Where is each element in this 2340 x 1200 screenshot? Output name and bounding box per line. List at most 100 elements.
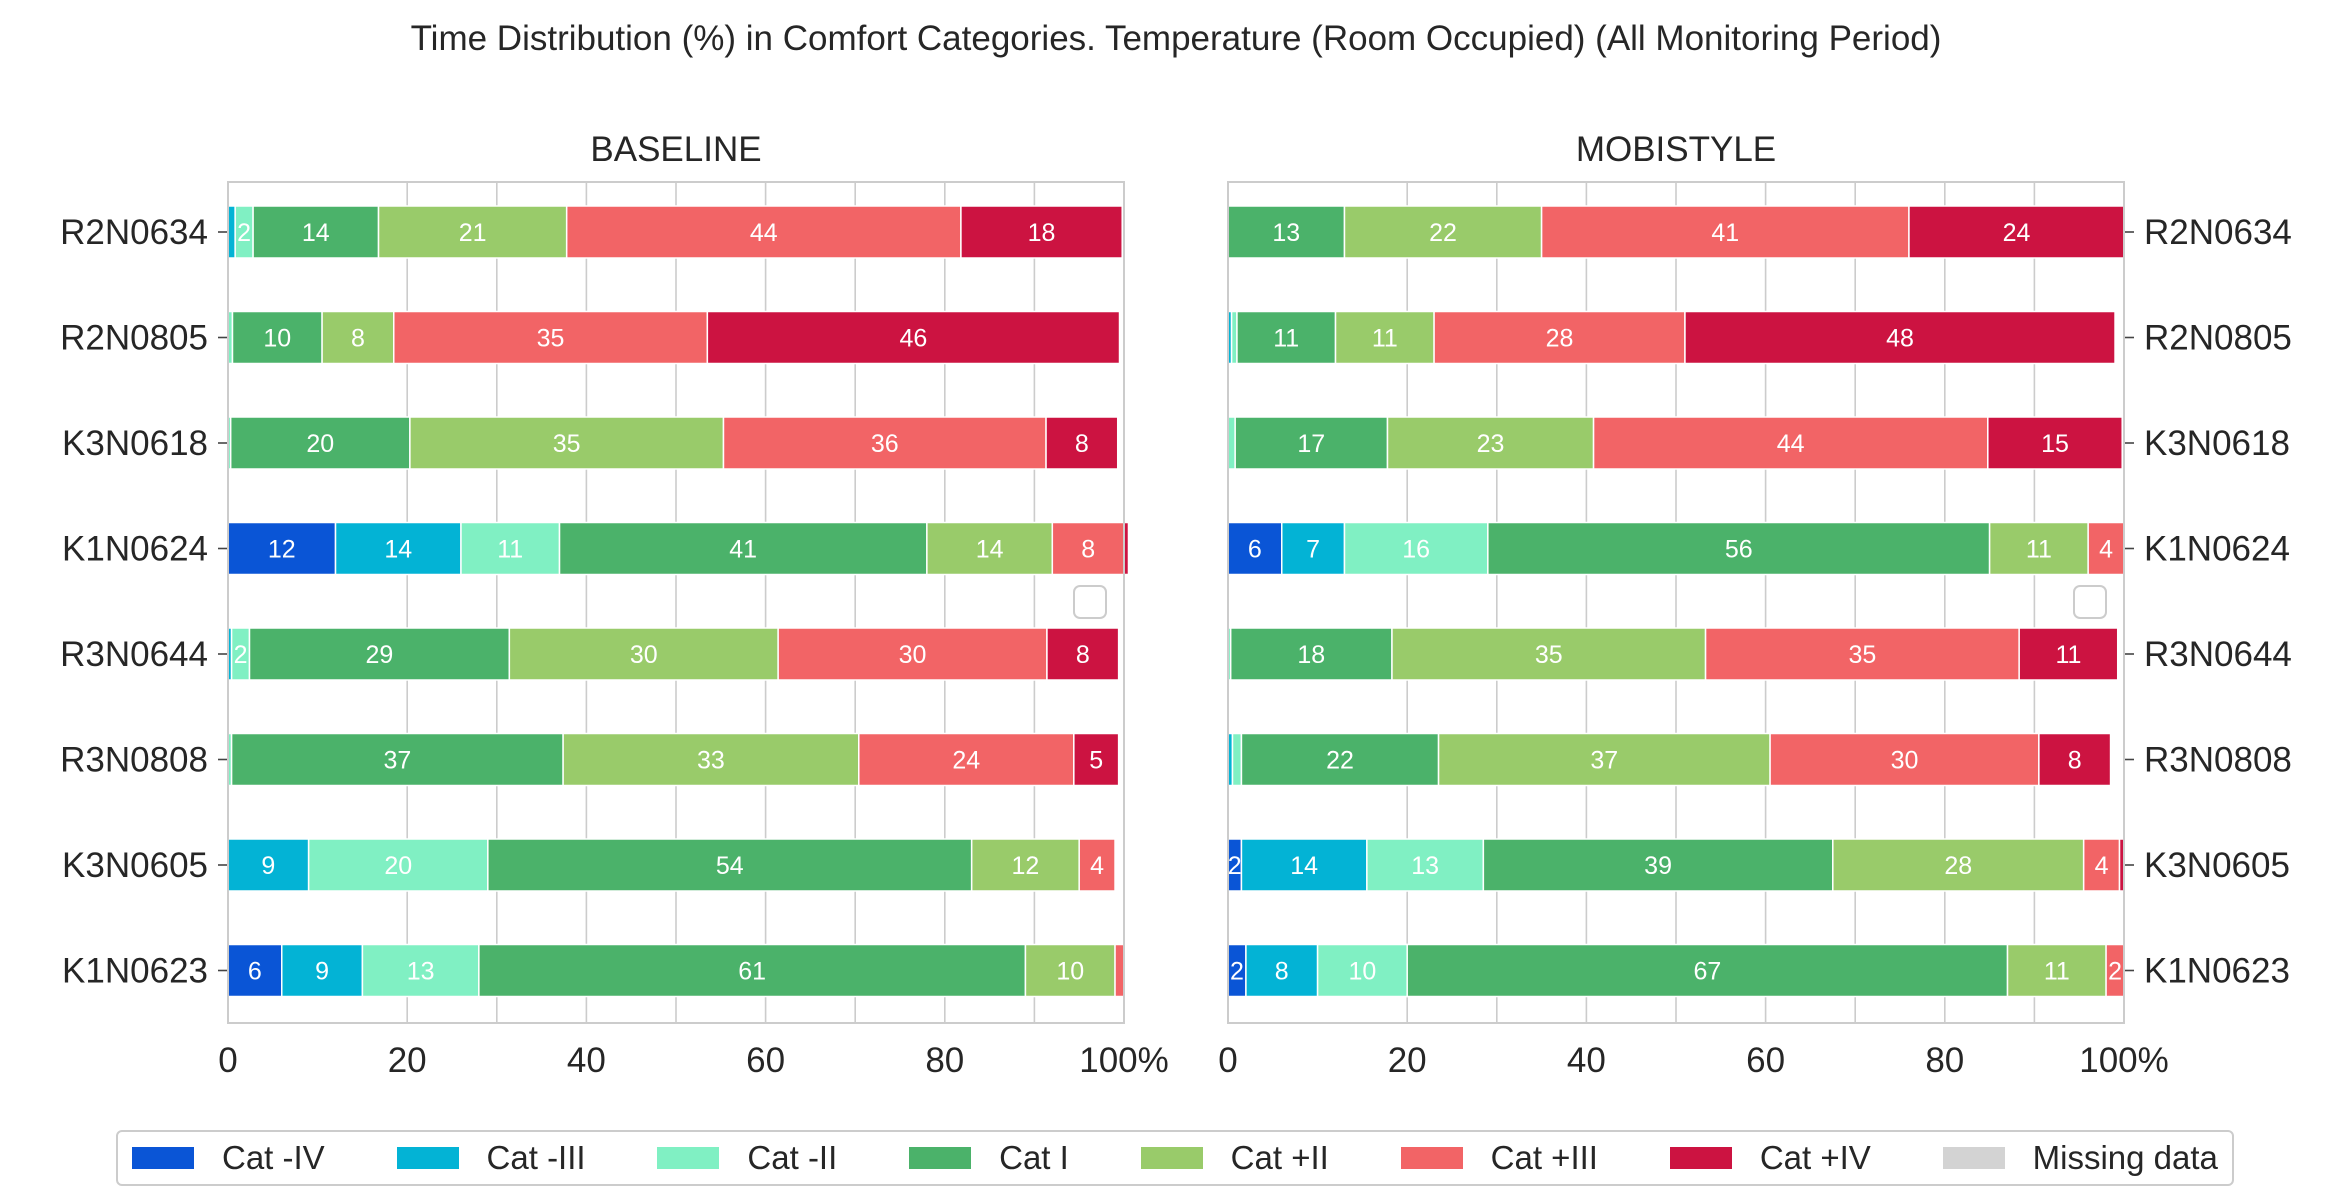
- bar-segment: [281, 943, 364, 998]
- legend-items: Cat -IV Cat -III Cat -II Cat I Cat +II Cat +I…: [118, 1132, 2232, 1184]
- legend-item: Cat -II: [657, 1139, 837, 1177]
- legend-item: Cat +II: [1140, 1139, 1329, 1177]
- bar-segment: [1227, 205, 1346, 259]
- bar-segment: [1234, 416, 1389, 470]
- data-label: 35: [1535, 641, 1563, 669]
- chart-legend: Cat -IV Cat -III Cat -II Cat I Cat +II Cat +I…: [116, 1130, 2234, 1186]
- bar-segment: [460, 521, 561, 576]
- data-label: 6: [1248, 536, 1262, 564]
- legend-swatch: [132, 1147, 194, 1169]
- data-label: 11: [497, 536, 523, 564]
- data-label: 35: [553, 430, 581, 458]
- data-label: 10: [1348, 958, 1376, 986]
- data-label: 2: [234, 641, 248, 669]
- bar-segment: [1227, 416, 1236, 470]
- bar-segment: [377, 205, 568, 259]
- bar-segment: [722, 416, 1047, 470]
- legend-swatch: [1400, 1147, 1463, 1169]
- data-label: 22: [1429, 219, 1457, 247]
- data-label: 56: [1725, 536, 1753, 564]
- bar-segment: [558, 521, 928, 576]
- legend-swatch: [909, 1147, 972, 1169]
- y-tick-label: K1N0623: [62, 952, 208, 991]
- bar-segment: [1988, 521, 2089, 576]
- bar-segment: [1236, 310, 1337, 365]
- data-label: 15: [2041, 430, 2069, 458]
- bar-segment: [1231, 732, 1243, 787]
- bar-segment: [1229, 627, 1393, 681]
- data-label: 30: [630, 641, 658, 669]
- bar-segment: [1078, 838, 1116, 892]
- y-tick-label: R2N0634: [2144, 213, 2292, 252]
- bar-segment: [1540, 205, 1910, 259]
- data-label: 48: [1886, 325, 1914, 353]
- bar-segment: [970, 838, 1080, 892]
- y-tick-label: R3N0644: [2144, 635, 2292, 674]
- legend-swatch: [657, 1147, 720, 1169]
- bar-segment: [1245, 943, 1319, 998]
- bar-segment: [1437, 732, 1771, 787]
- data-label: 16: [1402, 536, 1430, 564]
- data-label: 13: [1411, 852, 1439, 880]
- x-tick-label: 40: [1567, 1041, 1606, 1080]
- y-tick-label: K3N0618: [2144, 424, 2290, 463]
- data-label: 36: [871, 430, 899, 458]
- legend-label: Cat +III: [1490, 1139, 1598, 1176]
- data-label: 11: [1372, 325, 1398, 353]
- bar-segment: [1046, 627, 1120, 681]
- bar-segment: [1114, 943, 1125, 998]
- bar-segment: [1230, 310, 1238, 365]
- y-tick-label: R3N0644: [60, 635, 208, 674]
- panel-title: MOBISTYLE: [1576, 130, 1776, 169]
- data-label: 30: [1891, 747, 1919, 775]
- data-label: 8: [351, 325, 365, 353]
- bar-segment: [227, 943, 283, 998]
- bar-segment: [227, 838, 310, 892]
- legend-item: Cat I: [909, 1139, 1069, 1177]
- data-label: 28: [1944, 852, 1972, 880]
- data-label: 18: [1297, 641, 1325, 669]
- x-tick-label: 60: [746, 1041, 785, 1080]
- data-label: 7: [1306, 536, 1320, 564]
- data-label: 20: [384, 852, 412, 880]
- data-label: 11: [2026, 536, 2052, 564]
- empty-legend-box: [1073, 585, 1107, 619]
- x-tick-label: 20: [1388, 1041, 1427, 1080]
- x-tick-label: 80: [925, 1041, 964, 1080]
- empty-legend-box: [2073, 585, 2107, 619]
- bar-segment: [230, 732, 564, 787]
- bar-segment: [858, 732, 1075, 787]
- legend-swatch: [396, 1147, 459, 1169]
- data-label: 2: [2108, 958, 2122, 986]
- x-tick-label: 20: [388, 1041, 427, 1080]
- bar-segment: [1240, 838, 1368, 892]
- data-label: 10: [263, 325, 291, 353]
- data-label: 9: [315, 958, 329, 986]
- data-label: 35: [1848, 641, 1876, 669]
- data-label: 13: [407, 958, 435, 986]
- data-label: 11: [2044, 958, 2070, 986]
- data-label: 18: [1028, 219, 1056, 247]
- x-tick-label: 60: [1746, 1041, 1785, 1080]
- legend-label: Cat -II: [747, 1139, 838, 1176]
- data-label: 24: [2003, 219, 2031, 247]
- bar-segment: [1386, 416, 1595, 470]
- y-tick-label: K1N0624: [2144, 530, 2290, 569]
- data-label: 21: [459, 219, 487, 247]
- data-label: 10: [1056, 958, 1084, 986]
- legend-label: Cat -III: [486, 1139, 586, 1176]
- data-label: 35: [537, 325, 565, 353]
- data-label: 29: [366, 641, 394, 669]
- bar-segment: [1366, 838, 1485, 892]
- y-tick-label: R2N0805: [60, 319, 208, 358]
- data-label: 12: [1012, 852, 1040, 880]
- data-label: 14: [302, 219, 330, 247]
- data-label: 4: [2099, 536, 2113, 564]
- data-label: 46: [900, 325, 928, 353]
- panel-title: BASELINE: [590, 130, 761, 169]
- bar-segment: [1704, 627, 2020, 681]
